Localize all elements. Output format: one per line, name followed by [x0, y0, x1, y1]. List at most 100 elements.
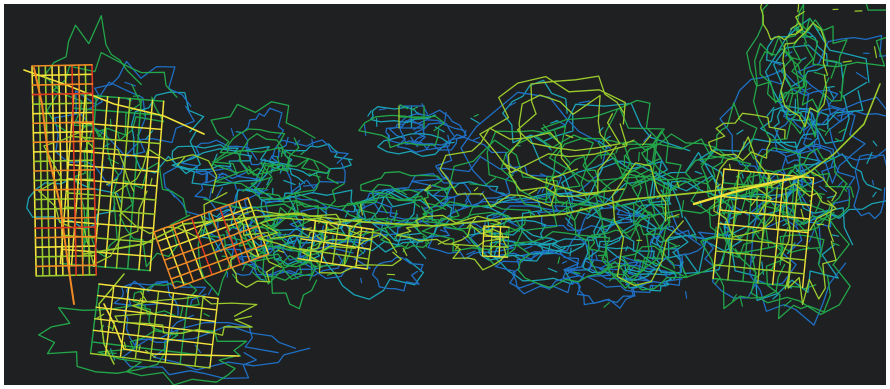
street-segment	[244, 262, 257, 270]
street-path	[460, 91, 611, 203]
street-segment	[855, 71, 868, 80]
street-path	[411, 155, 563, 213]
street-segment	[455, 244, 460, 250]
street-segment	[166, 234, 263, 271]
street-segment	[770, 80, 783, 85]
street-segment	[473, 187, 479, 192]
street-path	[421, 211, 521, 252]
street-segment	[585, 260, 592, 265]
street-path	[611, 162, 684, 287]
street-segment	[789, 56, 800, 61]
street-segment	[800, 185, 807, 191]
street-segment	[163, 225, 259, 261]
street-segment	[796, 27, 803, 33]
street-path	[369, 106, 436, 124]
street-segment	[715, 250, 806, 261]
street-segment	[440, 200, 449, 204]
street-segment	[145, 350, 157, 359]
street-path	[634, 138, 757, 217]
street-path	[162, 165, 263, 223]
street-segment	[160, 215, 256, 252]
street-segment	[294, 139, 301, 146]
street-path	[502, 79, 574, 144]
street-segment	[539, 250, 548, 258]
street-segment	[539, 173, 548, 177]
street-segment	[507, 221, 519, 227]
street-segment	[68, 149, 160, 159]
street-path	[752, 36, 801, 141]
street-segment	[481, 255, 509, 258]
street-segment	[31, 83, 94, 86]
street-segment	[627, 294, 635, 298]
street-segment	[595, 224, 603, 236]
street-segment	[360, 203, 363, 216]
street-segment	[360, 277, 363, 284]
street-path	[759, 4, 805, 41]
street-segment	[778, 69, 784, 74]
street-segment	[816, 248, 822, 258]
street-segment	[247, 165, 252, 171]
street-path	[130, 91, 205, 175]
street-segment	[515, 219, 523, 230]
street-segment	[736, 129, 744, 135]
street-segment	[679, 261, 684, 268]
street-path	[371, 256, 424, 292]
street-segment	[840, 185, 848, 192]
street-segment	[265, 178, 273, 190]
street-segment	[751, 227, 760, 234]
street-path	[507, 94, 617, 198]
street-segment	[790, 22, 800, 30]
street-path	[759, 47, 807, 104]
street-segment	[444, 111, 447, 123]
street-segment	[872, 140, 878, 147]
street-segment	[140, 291, 147, 302]
street-segment	[95, 306, 217, 323]
street-segment	[421, 103, 429, 115]
street-segment	[728, 163, 732, 170]
street-path	[707, 112, 786, 161]
street-path	[567, 153, 672, 279]
street-segment	[691, 233, 698, 241]
street-segment	[70, 121, 163, 131]
street-segment	[425, 186, 432, 192]
street-segment	[871, 179, 875, 186]
street-path	[698, 138, 822, 201]
street-path	[54, 81, 147, 187]
street-segment	[363, 123, 367, 137]
very-high-intensity-streets	[31, 63, 270, 290]
street-segment	[655, 235, 661, 244]
street-segment	[805, 143, 814, 147]
street-segment	[565, 134, 574, 139]
street-segment	[842, 60, 853, 63]
street-segment	[241, 263, 246, 271]
street-path	[735, 201, 851, 316]
street-segment	[713, 226, 717, 240]
street-segment	[836, 180, 844, 188]
street-segment	[194, 344, 202, 354]
street-segment	[341, 256, 346, 264]
street-path	[301, 230, 402, 274]
medium-intensity-streets	[23, 4, 886, 385]
street-segment	[399, 103, 409, 110]
street-path	[368, 188, 453, 242]
street-segment	[720, 195, 812, 207]
street-path	[355, 187, 447, 227]
street-segment	[719, 209, 811, 220]
street-path	[791, 17, 848, 111]
street-path	[171, 146, 293, 187]
street-segment	[311, 265, 321, 268]
street-segment	[259, 278, 266, 281]
street-segment	[81, 124, 95, 127]
street-segment	[684, 291, 688, 299]
street-path	[271, 139, 349, 193]
street-segment	[507, 101, 517, 108]
street-segment	[31, 63, 93, 67]
street-segment	[472, 136, 481, 141]
street-segment	[715, 183, 721, 188]
street-path	[649, 225, 706, 267]
street-path	[203, 198, 305, 217]
street-segment	[33, 159, 95, 163]
street-segment	[296, 203, 305, 207]
street-path	[422, 139, 559, 266]
street-path	[344, 196, 422, 252]
